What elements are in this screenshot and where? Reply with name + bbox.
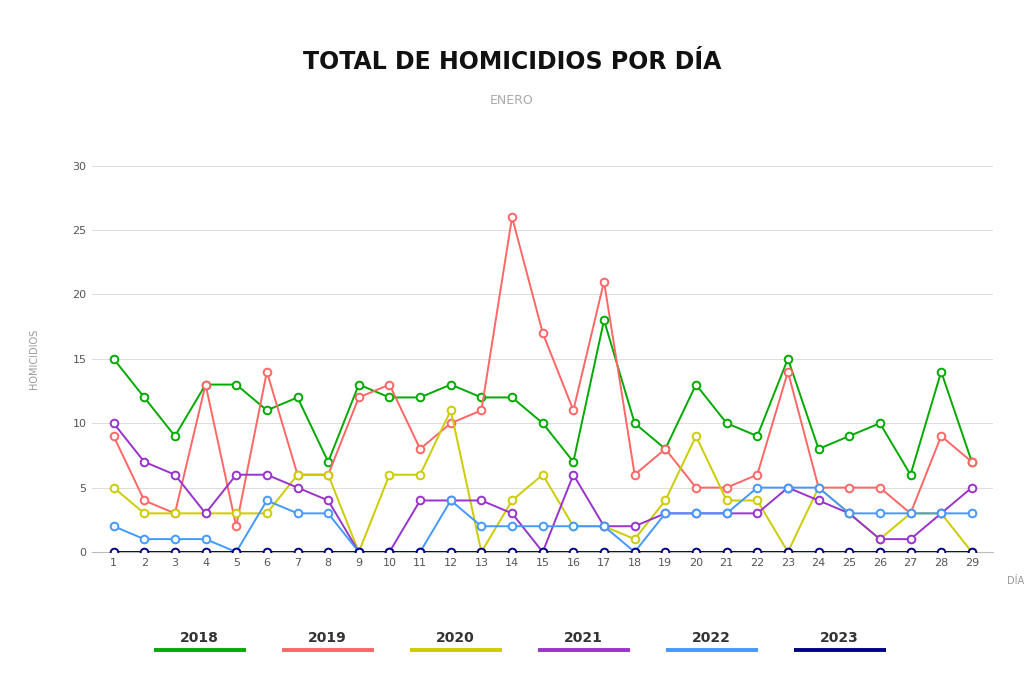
Text: 2020: 2020 bbox=[436, 631, 475, 645]
Text: TOTAL DE HOMICIDIOS POR DÍA: TOTAL DE HOMICIDIOS POR DÍA bbox=[303, 50, 721, 74]
Text: DÍA: DÍA bbox=[1007, 576, 1024, 586]
Text: 2023: 2023 bbox=[820, 631, 859, 645]
Text: 2021: 2021 bbox=[564, 631, 603, 645]
Text: 2018: 2018 bbox=[180, 631, 219, 645]
Text: ENERO: ENERO bbox=[490, 94, 534, 106]
Text: 2022: 2022 bbox=[692, 631, 731, 645]
Text: 2019: 2019 bbox=[308, 631, 347, 645]
Text: HOMICIDIOS: HOMICIDIOS bbox=[29, 328, 39, 389]
